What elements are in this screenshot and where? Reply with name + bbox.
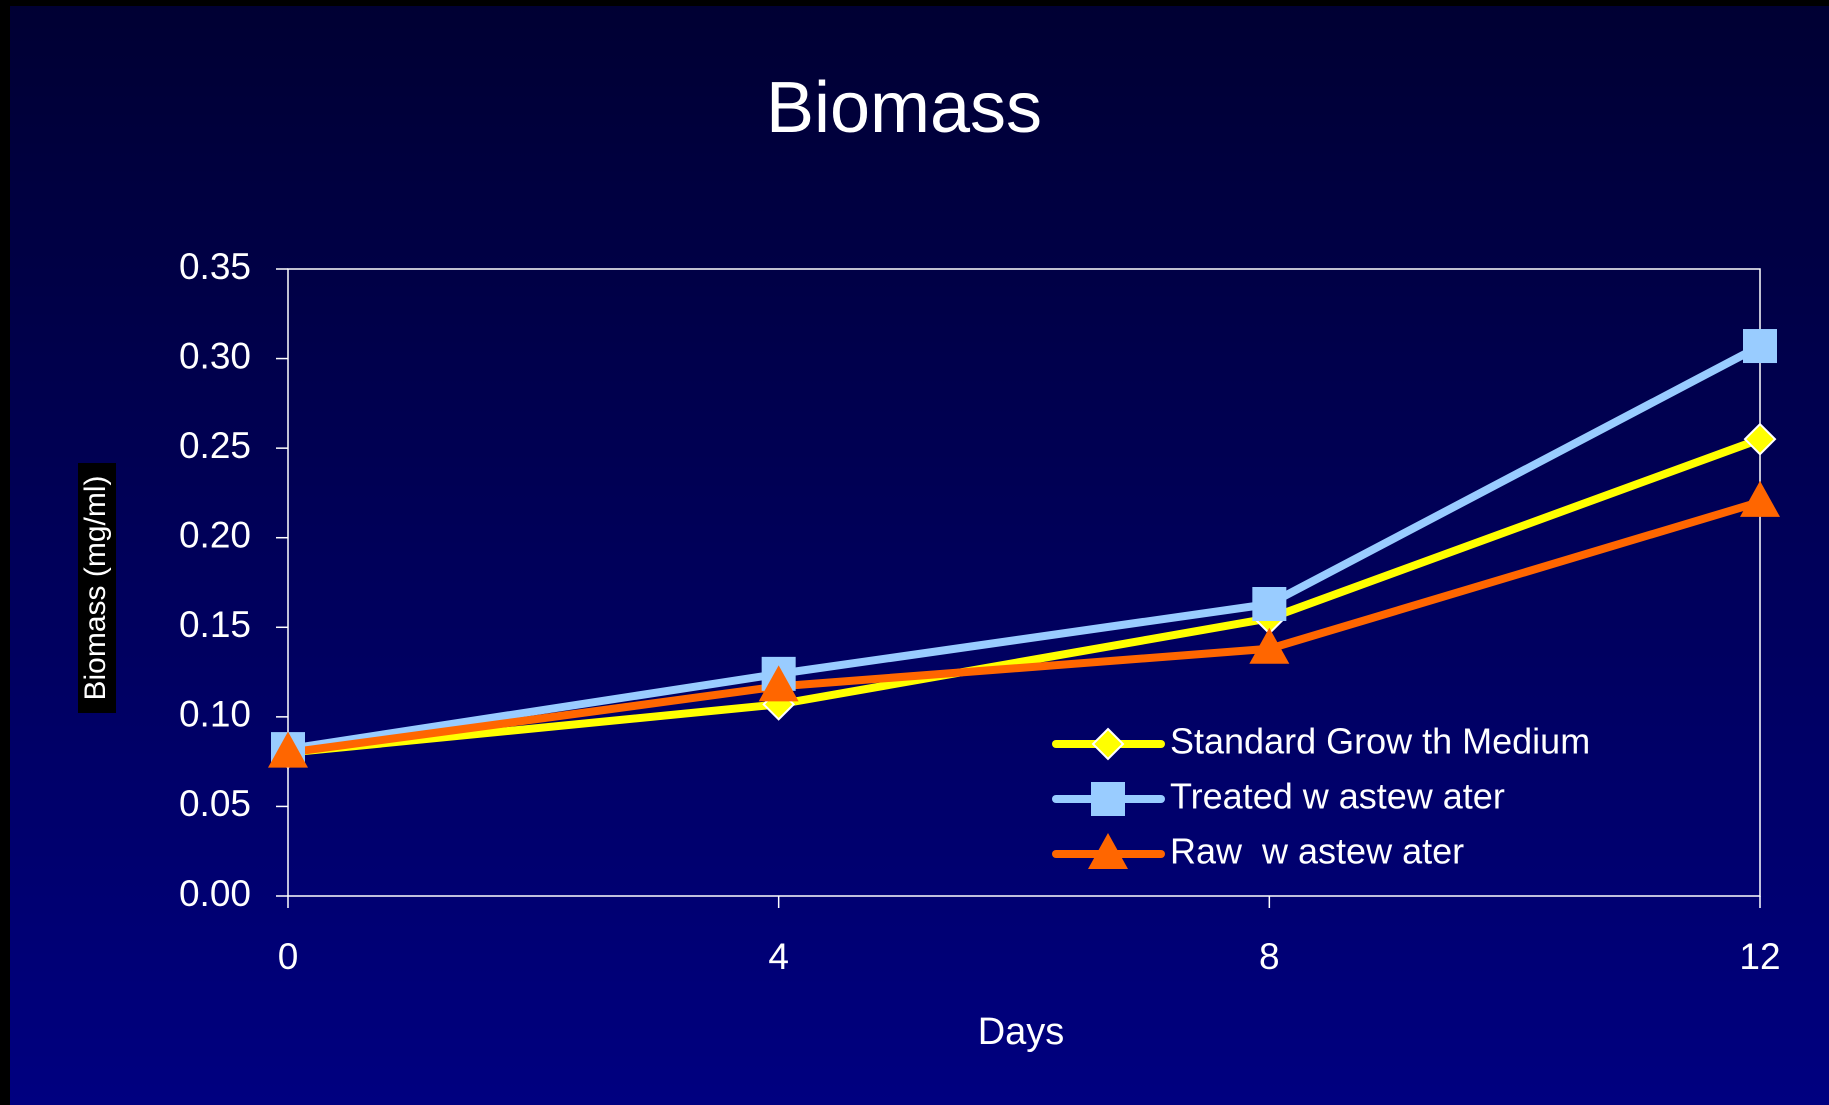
y-tick-label: 0.05	[179, 783, 251, 824]
y-tick-label: 0.30	[179, 335, 251, 376]
y-axis-label: Biomass (mg/ml)	[79, 475, 112, 700]
y-tick-label: 0.20	[179, 514, 251, 555]
x-axis-label: Days	[978, 1011, 1065, 1053]
series-line	[287, 342, 1762, 754]
y-label-box	[78, 463, 116, 713]
marker	[1249, 627, 1290, 664]
y-tick-label: 0.00	[179, 873, 251, 914]
y-tick-label: 0.25	[179, 425, 251, 466]
plot-border	[287, 268, 1761, 897]
marker	[1252, 586, 1287, 621]
series-line	[287, 498, 1762, 757]
legend-label: Treated w astew ater	[1170, 776, 1505, 817]
x-tick-label: 8	[1259, 936, 1280, 977]
marker	[1740, 480, 1780, 517]
x-tick-label: 4	[768, 936, 789, 977]
legend-marker	[1091, 782, 1125, 816]
x-tick-label: 12	[1739, 936, 1780, 977]
y-tick-label: 0.10	[179, 694, 251, 735]
marker	[268, 731, 308, 768]
legend-label: Raw w astew ater	[1170, 831, 1464, 872]
background	[10, 6, 1829, 1105]
series-line	[287, 435, 1762, 757]
marker	[1743, 329, 1777, 364]
chart-title: Biomass	[766, 68, 1042, 148]
marker	[758, 665, 799, 702]
y-tick-label: 0.15	[179, 604, 251, 645]
y-tick-label: 0.35	[179, 246, 251, 287]
legend-label: Standard Grow th Medium	[1170, 721, 1590, 762]
legend-marker	[1088, 833, 1128, 869]
legend-marker	[1091, 727, 1125, 761]
marker	[1743, 422, 1777, 456]
x-tick-label: 0	[278, 936, 299, 977]
